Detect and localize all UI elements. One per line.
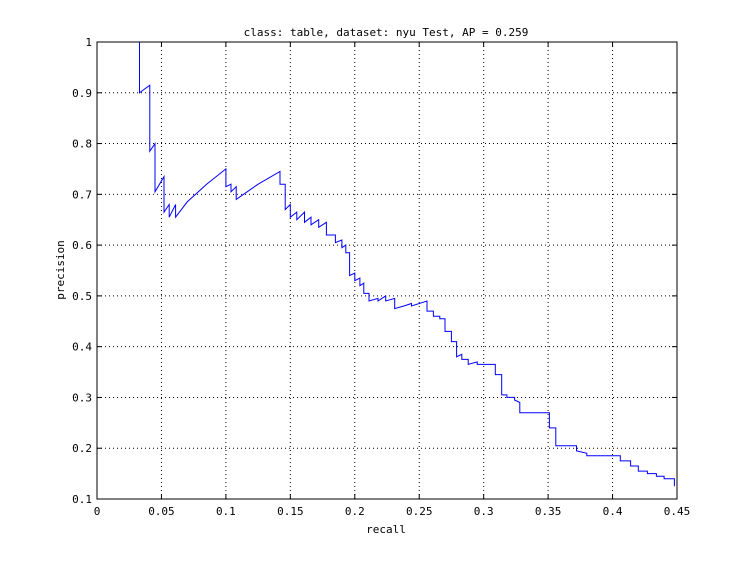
y-tick-label: 0.7: [72, 188, 92, 201]
x-tick-label: 0: [94, 505, 101, 518]
y-tick-labels: 0.1 0.2 0.3 0.4 0.5 0.6 0.7 0.8 0.9 1: [72, 36, 92, 506]
precision-recall-line: [139, 42, 675, 487]
x-tick-label: 0.25: [406, 505, 433, 518]
x-tick-label: 0.45: [664, 505, 691, 518]
series-group: [139, 42, 675, 487]
plot-area-frame: [96, 41, 678, 500]
y-tick-label: 0.5: [72, 290, 92, 303]
y-tick-label: 0.6: [72, 239, 92, 252]
chart-title: class: table, dataset: nyu Test, AP = 0.…: [244, 26, 529, 39]
y-tick-label: 1: [85, 36, 92, 49]
x-tick-labels: 0 0.05 0.1 0.15 0.2 0.25 0.3 0.35 0.4 0.45: [94, 505, 691, 518]
y-tick-label: 0.4: [72, 341, 92, 354]
x-tick-label: 0.3: [474, 505, 494, 518]
x-tick-label: 0.15: [277, 505, 304, 518]
x-tick-label: 0.35: [535, 505, 562, 518]
tick-marks: [96, 41, 678, 500]
y-tick-label: 0.3: [72, 391, 92, 404]
x-tick-label: 0.4: [603, 505, 623, 518]
y-tick-label: 0.8: [72, 138, 92, 151]
grid: [97, 42, 677, 499]
y-tick-label: 0.2: [72, 442, 92, 455]
x-tick-label: 0.2: [345, 505, 365, 518]
x-axis-label: recall: [366, 523, 406, 536]
y-tick-label: 0.9: [72, 87, 92, 100]
y-axis-label: precision: [54, 240, 67, 300]
y-tick-label: 0.1: [72, 493, 92, 506]
x-tick-label: 0.1: [216, 505, 236, 518]
x-tick-label: 0.05: [148, 505, 175, 518]
